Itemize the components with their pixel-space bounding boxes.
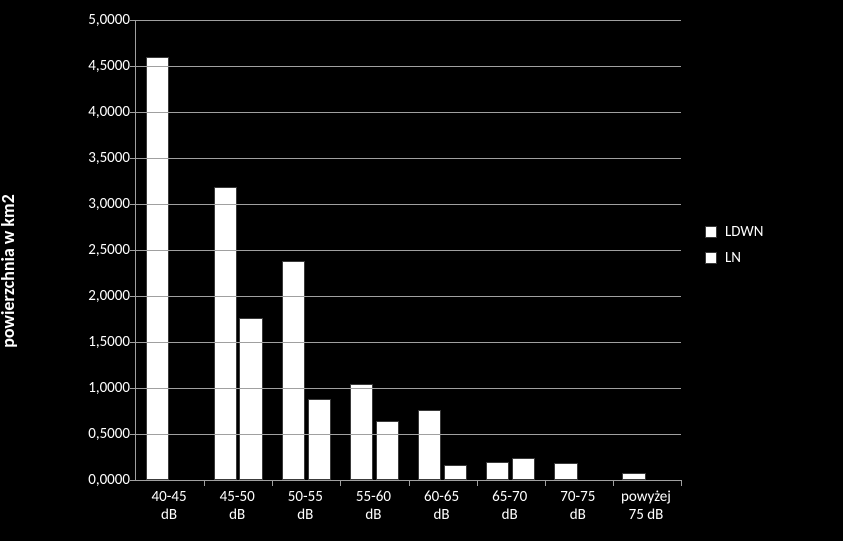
legend-item-ln: LN: [705, 249, 763, 267]
x-tick-label: 60-65dB: [408, 488, 476, 524]
bar: [622, 473, 645, 480]
legend-label: LN: [725, 249, 741, 267]
bar: [486, 462, 509, 480]
x-tick-mark: [340, 480, 341, 486]
bar: [418, 410, 441, 480]
bar: [444, 465, 467, 480]
x-tick-label: 70-75dB: [544, 488, 612, 524]
x-tick-mark: [545, 480, 546, 486]
legend-item-ldwn: LDWN: [705, 223, 763, 241]
x-tick-mark: [681, 480, 682, 486]
y-tick-label: 3,5000: [88, 149, 130, 167]
x-tick-mark: [477, 480, 478, 486]
y-tick-mark: [130, 480, 136, 481]
x-tick-label: 65-70dB: [476, 488, 544, 524]
x-tick-mark: [204, 480, 205, 486]
y-tick-label: 2,0000: [88, 287, 130, 305]
y-tick-mark: [130, 434, 136, 435]
gridline: [136, 388, 681, 389]
y-tick-label: 1,0000: [88, 379, 130, 397]
y-tick-mark: [130, 66, 136, 67]
x-tick-label: 55-60dB: [339, 488, 407, 524]
gridline: [136, 342, 681, 343]
x-tick-mark: [409, 480, 410, 486]
y-tick-label: 3,0000: [88, 195, 130, 213]
x-tick-label: 45-50dB: [203, 488, 271, 524]
bar: [146, 57, 169, 480]
y-tick-mark: [130, 204, 136, 205]
x-tick-label: 50-55dB: [271, 488, 339, 524]
y-tick-mark: [130, 158, 136, 159]
y-tick-mark: [130, 296, 136, 297]
y-tick-label: 4,0000: [88, 103, 130, 121]
legend-swatch-icon: [705, 252, 717, 264]
y-tick-mark: [130, 342, 136, 343]
chart-area: 0,00000,50001,00001,50002,00002,50003,00…: [85, 20, 680, 480]
bar: [512, 458, 535, 480]
legend: LDWN LN: [705, 215, 763, 275]
gridline: [136, 296, 681, 297]
legend-swatch-icon: [705, 226, 717, 238]
x-tick-mark: [272, 480, 273, 486]
y-tick-mark: [130, 388, 136, 389]
y-tick-mark: [130, 250, 136, 251]
x-tick-label: 40-45dB: [135, 488, 203, 524]
gridline: [136, 204, 681, 205]
gridline: [136, 434, 681, 435]
y-axis-label: powierzchnia w km2: [0, 194, 19, 348]
gridline: [136, 66, 681, 67]
bar: [350, 384, 373, 480]
x-tick-labels: 40-45dB45-50dB50-55dB55-60dB60-65dB65-70…: [135, 488, 680, 538]
y-tick-labels: 0,00000,50001,00001,50002,00002,50003,00…: [85, 20, 135, 480]
y-tick-label: 0,5000: [88, 425, 130, 443]
x-tick-mark: [613, 480, 614, 486]
plot-region: [135, 20, 681, 481]
y-tick-mark: [130, 20, 136, 21]
bar: [308, 399, 331, 480]
y-tick-label: 5,0000: [88, 11, 130, 29]
y-tick-label: 2,5000: [88, 241, 130, 259]
bar: [554, 463, 577, 480]
bar: [376, 421, 399, 480]
x-tick-label: powyżej75 dB: [612, 488, 680, 524]
bar: [214, 187, 237, 480]
gridline: [136, 158, 681, 159]
gridline: [136, 112, 681, 113]
y-tick-label: 1,5000: [88, 333, 130, 351]
gridline: [136, 250, 681, 251]
bar: [282, 261, 305, 480]
y-tick-label: 0,0000: [88, 471, 130, 489]
y-tick-label: 4,5000: [88, 57, 130, 75]
gridline: [136, 20, 681, 21]
y-tick-mark: [130, 112, 136, 113]
legend-label: LDWN: [725, 223, 763, 241]
